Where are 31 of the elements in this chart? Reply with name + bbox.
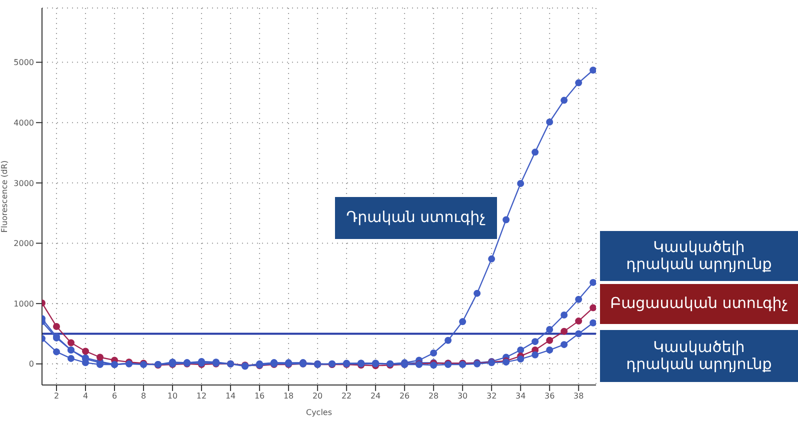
x-tick-label: 8 xyxy=(140,392,146,401)
x-tick-label: 10 xyxy=(167,392,178,401)
y-tick-label: 5000 xyxy=(14,58,34,68)
series-label: Դրական ստուգիչ xyxy=(335,197,497,239)
x-tick-label: 38 xyxy=(574,392,584,401)
y-tick-label: 4000 xyxy=(14,118,34,128)
x-tick-label: 32 xyxy=(486,392,497,401)
x-tick-label: 34 xyxy=(515,392,526,401)
x-tick-label: 30 xyxy=(457,392,468,401)
x-tick-label: 4 xyxy=(82,392,88,401)
text: Կասկածելի դրական արդյունք xyxy=(600,231,798,281)
text: Կասկածելի դրական արդյունք xyxy=(600,330,798,382)
x-tick-label: 6 xyxy=(112,392,118,401)
x-tick-label: 24 xyxy=(370,392,381,401)
x-tick-label: 26 xyxy=(399,392,410,401)
x-tick-label: 22 xyxy=(341,392,352,401)
series-label: Բացասական ստուգիչ xyxy=(600,284,798,324)
x-tick-label: 16 xyxy=(254,392,265,401)
x-tick-label: 12 xyxy=(196,392,207,401)
x-tick-label: 2 xyxy=(54,392,60,401)
x-tick-label: 18 xyxy=(283,392,294,401)
x-tick-label: 14 xyxy=(225,392,236,401)
y-tick-label: 1000 xyxy=(14,299,34,308)
y-tick-label: 0 xyxy=(28,360,34,369)
x-axis-title: Cycles xyxy=(306,408,332,417)
x-tick-label: 36 xyxy=(544,392,555,401)
x-tick-label: 20 xyxy=(312,392,323,401)
x-tick-label: 28 xyxy=(428,392,439,401)
y-axis-title: Fluorescence (dR) xyxy=(0,160,9,233)
y-tick-label: 3000 xyxy=(14,178,34,188)
y-tick-label: 2000 xyxy=(14,239,34,248)
